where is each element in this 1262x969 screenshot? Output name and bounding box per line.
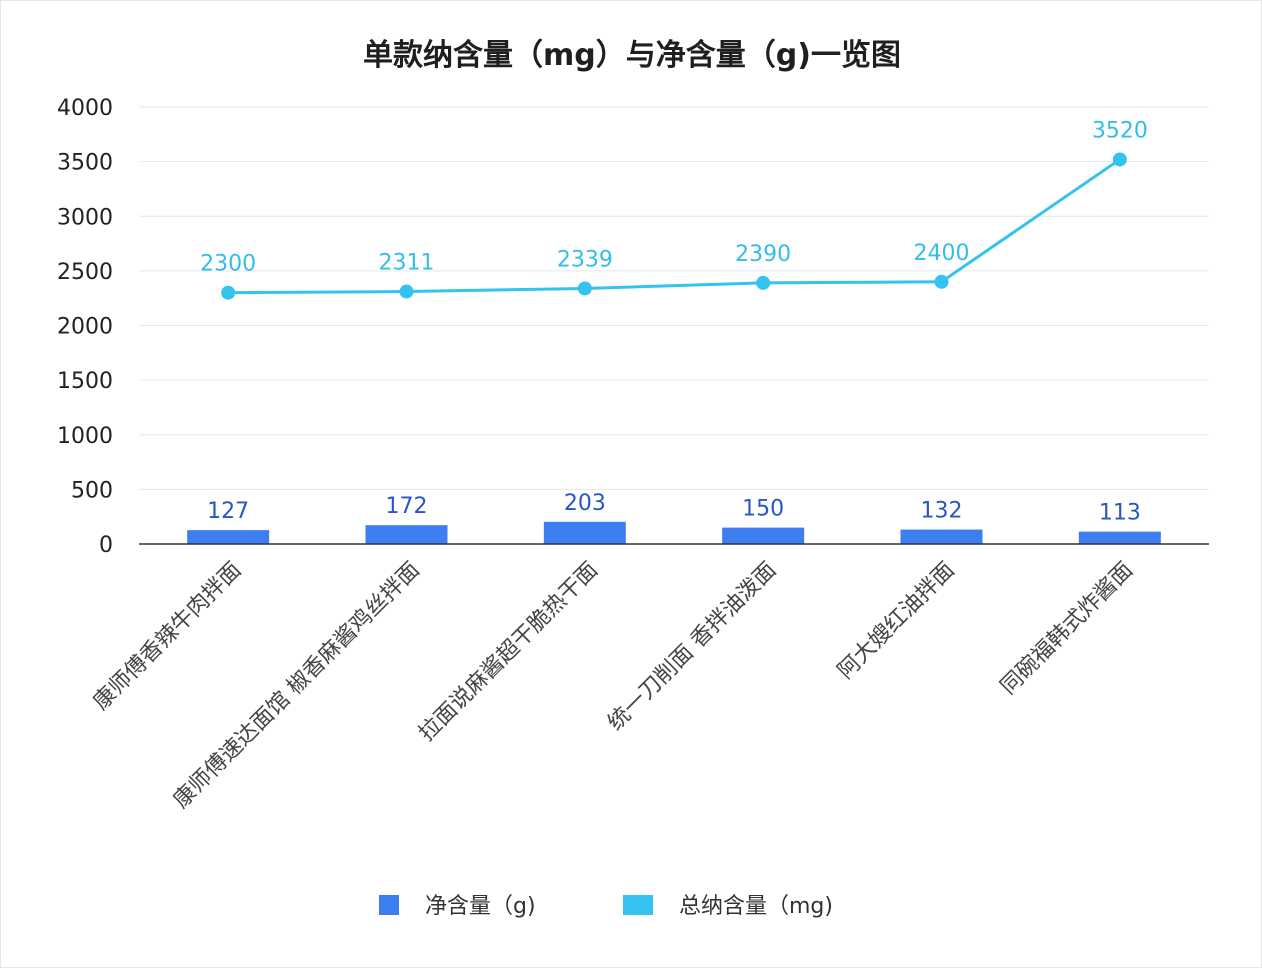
legend-label-line: 总纳含量（mg) (679, 894, 833, 919)
x-tick-label: 阿大嫂红油拌面 (833, 558, 960, 685)
bar-data-label: 150 (742, 497, 784, 522)
line-data-label: 2390 (735, 242, 791, 267)
bar (900, 529, 983, 544)
y-tick-label: 2000 (57, 315, 113, 340)
line-data-label: 2311 (379, 251, 435, 276)
bar (1078, 531, 1161, 544)
x-tick-label: 拉面说麻酱超干脆热干面 (414, 558, 603, 747)
y-axis-ticks: 0 500 1000 1500 2000 2500 3000 3500 4000 (57, 96, 113, 558)
line-point (221, 285, 236, 300)
bar-data-label: 203 (564, 491, 606, 516)
x-tick-label: 康师傅香辣牛肉拌面 (89, 558, 247, 716)
grid-lines (139, 106, 1209, 490)
bar (722, 527, 805, 544)
legend-swatch-bar (379, 895, 399, 915)
bar (543, 521, 626, 544)
line-data-label: 2339 (557, 247, 613, 272)
legend-swatch-line (623, 895, 653, 915)
bar-data-label: 127 (207, 499, 249, 524)
line-point (934, 274, 949, 289)
line-data-label: 2400 (914, 241, 970, 266)
line-data-label: 3520 (1092, 118, 1148, 143)
y-tick-label: 4000 (57, 96, 113, 121)
line-point (399, 284, 414, 299)
line-point (577, 281, 592, 296)
y-tick-label: 500 (71, 478, 113, 503)
series-line (228, 158, 1121, 295)
y-tick-label: 3000 (57, 205, 113, 230)
chart-title: 单款纳含量（mg）与净含量（g)一览图 (363, 38, 901, 73)
line-series: 2300 2311 2339 2390 2400 3520 (200, 118, 1148, 300)
y-tick-label: 0 (99, 533, 113, 558)
bar (365, 525, 448, 544)
bar (187, 530, 270, 544)
legend: 净含量（g) 总纳含量（mg) (379, 894, 833, 919)
y-tick-label: 2500 (57, 260, 113, 285)
y-tick-label: 3500 (57, 151, 113, 176)
y-tick-label: 1000 (57, 424, 113, 449)
bar-series: 127 172 203 150 132 113 (187, 491, 1161, 544)
line-point (1112, 152, 1127, 167)
bar-data-label: 113 (1099, 501, 1141, 526)
bar-data-label: 172 (386, 494, 428, 519)
line-point (756, 275, 771, 290)
line-data-label: 2300 (200, 252, 256, 277)
y-tick-label: 1500 (57, 369, 113, 394)
legend-label-bar: 净含量（g) (425, 894, 536, 919)
bar-data-label: 132 (921, 499, 963, 524)
x-tick-label: 统一刀削面 香拌油泼面 (603, 558, 781, 736)
x-tick-label: 同碗福韩式炸酱面 (996, 558, 1138, 700)
